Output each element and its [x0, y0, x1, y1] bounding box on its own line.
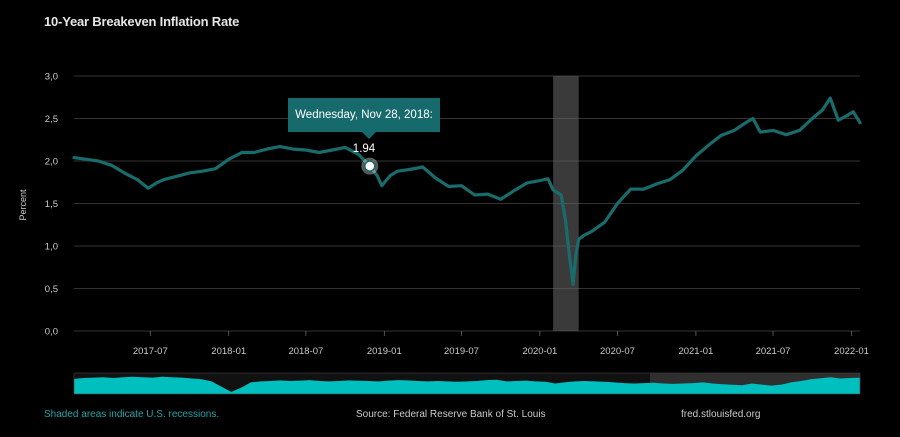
- x-tick-label: 2020-07: [600, 346, 635, 357]
- x-tick-label: 2018-07: [288, 346, 323, 357]
- x-tick-label: 2017-07: [133, 346, 168, 357]
- y-tick-label: 2,0: [45, 157, 58, 168]
- y-tick-label: 1,0: [45, 242, 58, 253]
- navigator-area: [74, 376, 860, 394]
- chart-title: 10-Year Breakeven Inflation Rate: [44, 14, 240, 29]
- hover-tooltip: Wednesday, Nov 28, 2018: 1.94: [288, 98, 440, 155]
- x-tick-label: 2022-01: [834, 346, 869, 357]
- x-tick-label: 2019-07: [444, 346, 479, 357]
- recession-note: Shaded areas indicate U.S. recessions.: [44, 409, 220, 420]
- navigator-border: [73, 372, 861, 395]
- source-note: Source: Federal Reserve Bank of St. Loui…: [356, 409, 546, 420]
- x-tick-label: 2021-01: [678, 346, 713, 357]
- x-tick-label: 2019-01: [367, 346, 402, 357]
- series-line: [72, 96, 862, 286]
- hover-marker: [364, 160, 376, 172]
- site-link[interactable]: fred.stlouisfed.org: [681, 409, 761, 420]
- y-tick-label: 1,5: [45, 199, 58, 210]
- y-tick-label: 3,0: [45, 72, 58, 83]
- y-axis-label: Percent: [18, 189, 28, 221]
- x-tick-label: 2018-01: [211, 346, 246, 357]
- x-tick-label: 2021-07: [756, 346, 791, 357]
- y-tick-label: 2,5: [45, 114, 58, 125]
- x-tick-label: 2020-01: [522, 346, 557, 357]
- y-tick-label: 0,0: [45, 327, 58, 338]
- y-tick-label: 0,5: [45, 284, 58, 295]
